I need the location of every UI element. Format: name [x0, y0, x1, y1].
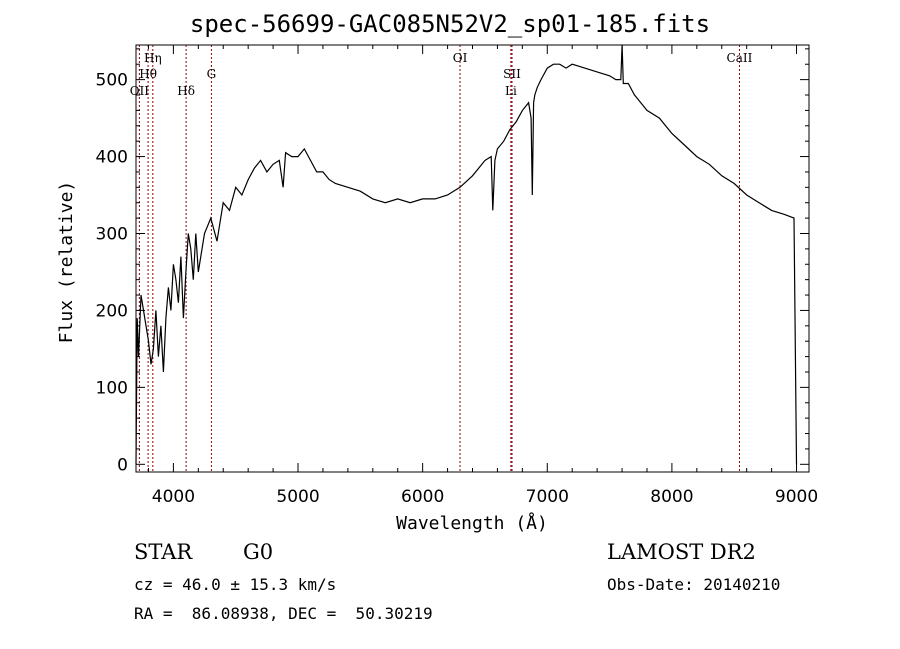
redshift-info: cz = 46.0 ± 15.3 km/s: [134, 575, 337, 594]
coordinates: RA = 86.08938, DEC = 50.30219: [134, 604, 433, 623]
line-label: CaII: [727, 51, 753, 65]
y-tick-label: 200: [96, 301, 128, 321]
x-tick-label: 6000: [401, 487, 444, 507]
plot-frame: [135, 44, 810, 473]
line-label: SII: [503, 67, 521, 81]
plot-axes: [135, 44, 810, 473]
x-tick-label: 8000: [650, 487, 693, 507]
chart-title: spec-56699-GAC085N52V2_sp01-185.fits: [189, 10, 711, 38]
y-tick-label: 100: [96, 378, 128, 398]
x-tick-label: 5000: [276, 487, 319, 507]
spectral-line-markers: [138, 45, 740, 472]
line-label: Hδ: [177, 84, 195, 98]
object-subclass: G0: [243, 540, 274, 564]
line-label: OII: [130, 84, 150, 98]
x-tick-label: 4000: [152, 487, 195, 507]
y-tick-label: 500: [96, 71, 128, 91]
y-tick-label: 0: [117, 455, 128, 475]
line-label: Hθ: [139, 67, 157, 81]
spectrum-series: [135, 44, 798, 465]
x-axis-label: Wavelength (Å): [396, 512, 548, 534]
line-label: Hη: [144, 51, 162, 65]
object-class: STAR: [134, 540, 193, 564]
line-label: Li: [505, 84, 517, 98]
y-tick-label: 300: [96, 224, 128, 244]
x-tick-label: 7000: [526, 487, 569, 507]
line-labels: Hη Hθ OII Hδ G OI SII Li CaII: [130, 51, 753, 98]
line-label: OI: [453, 51, 468, 65]
axis-ticks: 4000 5000 6000 7000 8000 9000 0 100 200 300 400 500: [96, 45, 818, 507]
survey-name: LAMOST DR2: [607, 540, 756, 564]
spectrum-line: [135, 44, 798, 465]
line-label: G: [207, 67, 217, 81]
y-tick-label: 400: [96, 148, 128, 168]
y-axis-label: Flux (relative): [56, 181, 77, 344]
obs-date: Obs-Date: 20140210: [607, 575, 781, 594]
x-tick-label: 9000: [775, 487, 818, 507]
